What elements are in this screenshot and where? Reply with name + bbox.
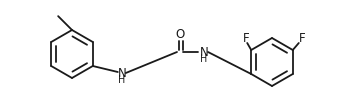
Text: F: F bbox=[243, 32, 250, 44]
Text: O: O bbox=[175, 28, 185, 40]
Text: N: N bbox=[200, 45, 208, 59]
Text: N: N bbox=[117, 67, 126, 79]
Text: H: H bbox=[118, 75, 125, 85]
Text: H: H bbox=[200, 54, 208, 64]
Text: F: F bbox=[298, 32, 305, 44]
